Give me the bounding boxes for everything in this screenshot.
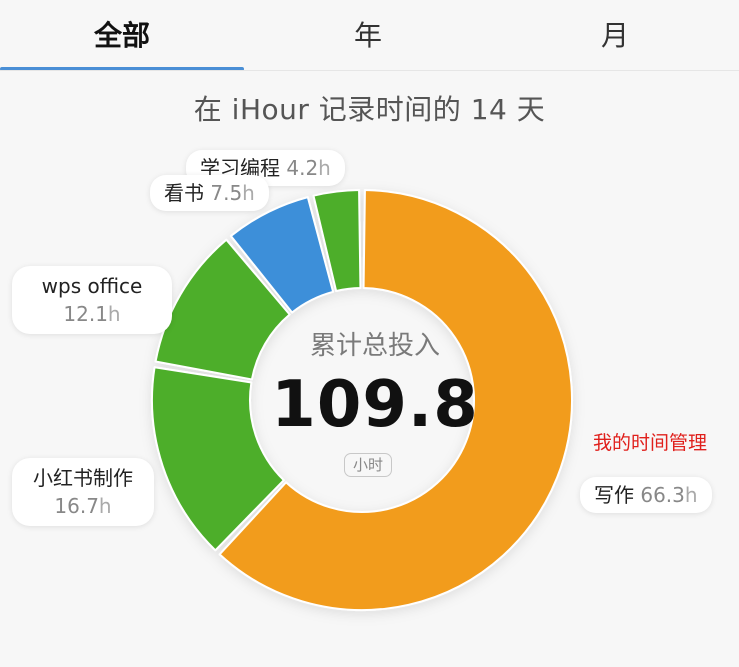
slice-label-wps-office[interactable]: wps office 12.1h [12,266,172,334]
tab-year[interactable]: 年 [353,19,382,52]
slice-value: 7.5 [210,181,243,205]
slice-unit: h [242,181,255,205]
slice-unit: h [318,156,331,180]
slice-study-programming[interactable] [312,189,362,293]
total-label: 累计总投入 [309,331,440,361]
slice-value: 4.2 [286,156,319,180]
slice-label-writing[interactable]: 写作 66.3h [580,477,712,513]
slice-value: 66.3 [640,483,685,507]
slice-unit: h [684,483,698,507]
slice-name: 看书 [164,181,204,205]
slice-name: wps office [41,274,143,298]
slice-reading[interactable] [229,196,335,314]
slice-value: 16.7 [54,494,99,518]
tab-month[interactable]: 月 [600,19,629,52]
slice-writing[interactable] [218,189,573,611]
page-title: 在 iHour 记录时间的 14 天 [193,93,546,126]
annotation-text: 我的时间管理 [593,432,708,454]
slice-value: 12.1 [63,302,108,326]
period-tab-bar: 全部 年 月 [0,0,739,72]
slice-label-reading[interactable]: 看书 7.5h [150,175,269,211]
slice-label-xiaohongshu[interactable]: 小红书制作 16.7h [12,458,154,526]
active-tab-indicator [0,67,244,71]
slice-xiaohongshu[interactable] [151,366,285,552]
tab-all[interactable]: 全部 [93,19,150,52]
slice-unit: h [98,494,112,518]
tab-divider [0,70,739,71]
slice-name: 写作 [594,483,634,507]
unit-badge: 小时 [344,453,392,477]
slice-unit: h [107,302,121,326]
slice-name: 小红书制作 [33,466,133,490]
total-hours-value: 109.8 [271,368,479,442]
